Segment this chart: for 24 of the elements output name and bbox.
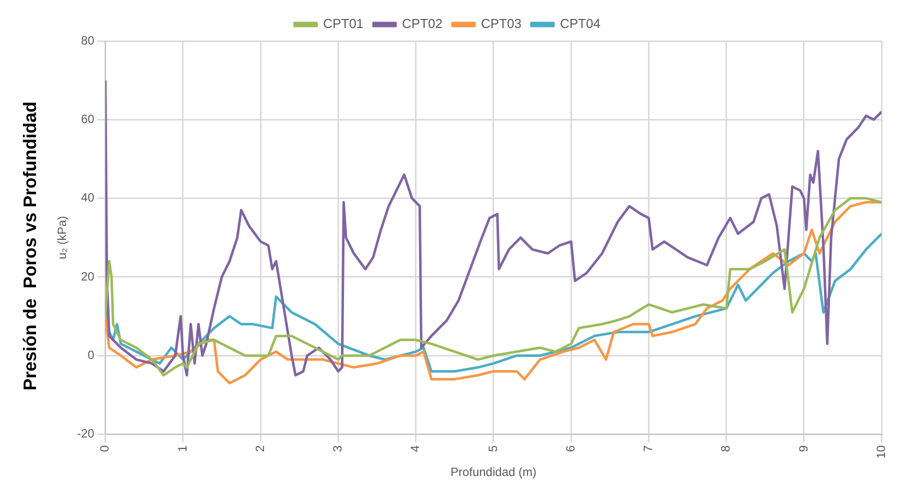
y-tick-label: 40 xyxy=(80,190,95,205)
legend-label: CPT04 xyxy=(560,16,600,32)
text: Presión de Poros vs Profundidad xyxy=(20,101,40,391)
x-axis-title: Profundidad (m) xyxy=(450,465,536,480)
x-tick-label: 5 xyxy=(486,444,500,452)
x-tick-label: 4 xyxy=(408,444,422,452)
y-tick-label: 60 xyxy=(80,112,95,126)
x-tick-label: 2 xyxy=(252,444,267,452)
x-tick-label: 9 xyxy=(796,444,810,452)
y-tick-label: 20 xyxy=(80,269,95,284)
y-tick-label: -20 xyxy=(77,426,95,441)
x-tick-label: 10 xyxy=(874,444,888,459)
x-tick-label: 8 xyxy=(718,444,733,452)
y-tick-label: 80 xyxy=(80,33,95,48)
legend-label: CPT03 xyxy=(481,16,522,32)
x-tick-label: 3 xyxy=(330,444,345,452)
legend-label: CPT02 xyxy=(402,16,443,32)
legend-label: CPT01 xyxy=(323,16,364,32)
x-tick-label: 6 xyxy=(563,444,578,452)
x-tick-label: 0 xyxy=(98,444,112,452)
y-axis-title: u₂ (kPa) xyxy=(55,216,70,260)
y-tick-label: 0 xyxy=(88,348,95,362)
x-tick-label: 1 xyxy=(175,444,190,452)
x-tick-label: 7 xyxy=(641,444,656,452)
